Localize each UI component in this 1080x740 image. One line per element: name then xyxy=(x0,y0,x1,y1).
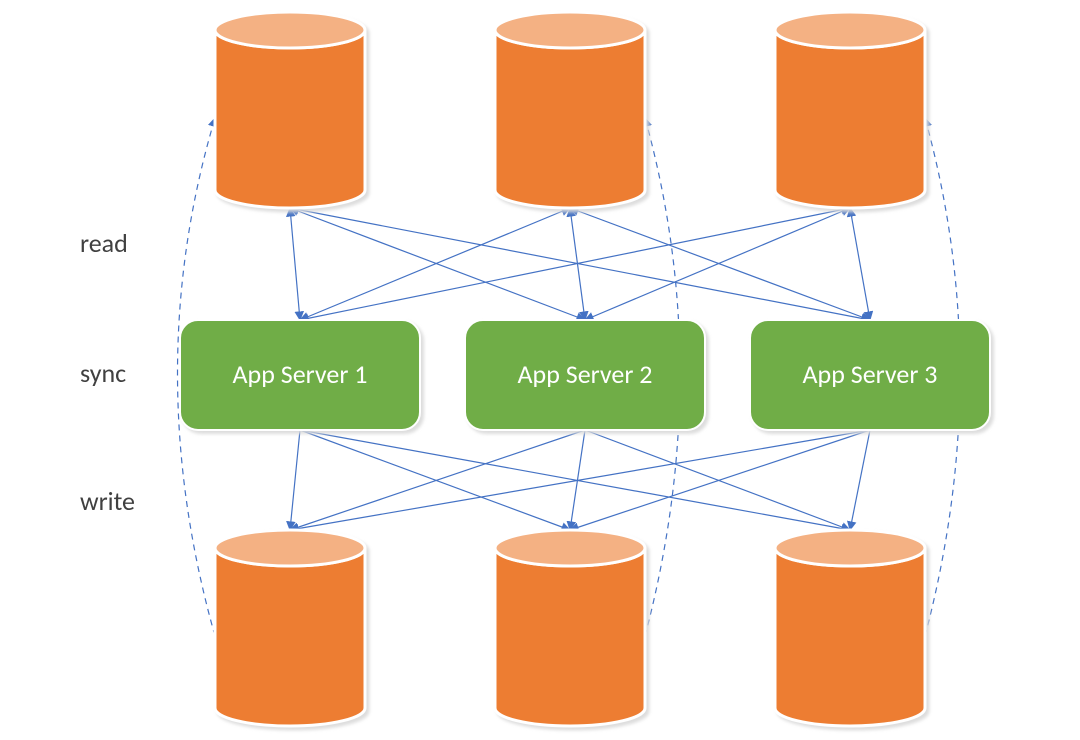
write-edge xyxy=(300,430,570,530)
write-edge xyxy=(300,430,850,530)
app-server-3: App Server 3 xyxy=(750,320,990,430)
app-server-3-label: App Server 3 xyxy=(803,358,938,390)
db-top-3 xyxy=(775,12,925,208)
read-label: read xyxy=(80,227,128,259)
app-server-1: App Server 1 xyxy=(180,320,420,430)
read-edge xyxy=(290,208,585,320)
sync-label: sync xyxy=(80,357,126,389)
read-edge xyxy=(300,208,850,320)
db-bot-2 xyxy=(495,530,645,726)
app-server-1-label: App Server 1 xyxy=(233,358,368,390)
db-top-1 xyxy=(215,12,365,208)
read-edge xyxy=(570,208,870,320)
read-edge xyxy=(850,208,870,320)
write-edge xyxy=(290,430,300,530)
write-edge xyxy=(850,430,870,530)
db-bot-3 xyxy=(775,530,925,726)
write-edge xyxy=(290,430,870,530)
app-server-2: App Server 2 xyxy=(465,320,705,430)
write-edge xyxy=(585,430,850,530)
read-edge xyxy=(585,208,850,320)
write-label: write xyxy=(80,485,135,517)
db-bot-1 xyxy=(215,530,365,726)
read-edge xyxy=(300,208,570,320)
read-edge xyxy=(290,208,300,320)
read-edge xyxy=(290,208,870,320)
app-server-2-label: App Server 2 xyxy=(518,358,653,390)
db-top-2 xyxy=(495,12,645,208)
write-edge xyxy=(290,430,585,530)
write-edge xyxy=(570,430,870,530)
